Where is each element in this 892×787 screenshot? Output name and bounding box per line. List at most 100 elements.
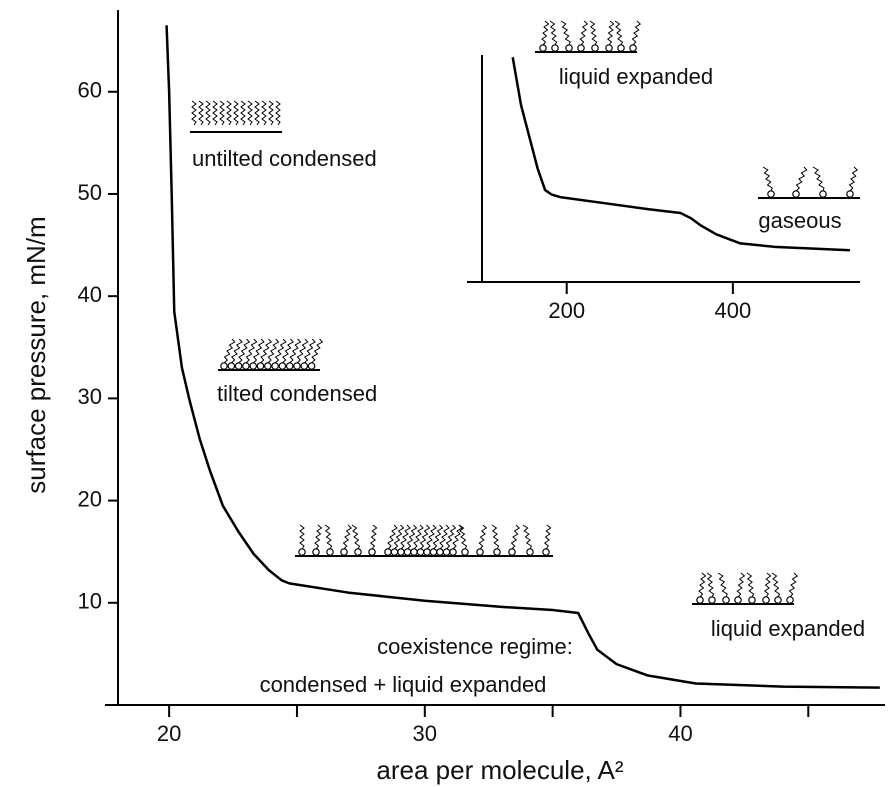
lipid-head — [551, 44, 559, 52]
lipid-head — [442, 548, 451, 556]
lipid-tail — [223, 338, 236, 364]
lipid-tail — [543, 524, 552, 550]
lipid-head — [539, 44, 547, 52]
y-tick-label: 50 — [78, 180, 102, 205]
lipid-head — [298, 548, 306, 556]
lipid-head — [293, 362, 301, 370]
y-tick-label: 20 — [78, 486, 102, 511]
lipid-tail — [848, 166, 859, 192]
lipid-tail — [254, 100, 260, 126]
lipid-tail — [510, 524, 521, 550]
lipid-head — [696, 596, 704, 604]
lipid-tail — [706, 572, 715, 598]
lipid-head — [326, 548, 334, 556]
lipid-head — [403, 548, 412, 556]
lipid-head — [271, 362, 279, 370]
lipid-head — [734, 596, 742, 604]
lipid-tail — [191, 100, 197, 126]
annotation: coexistence regime: — [377, 634, 573, 659]
lipid-tail — [413, 524, 424, 550]
lipid-head — [748, 596, 756, 604]
lipid-tail — [445, 524, 457, 550]
lipid-tail — [788, 572, 799, 598]
lipid-tail — [230, 338, 243, 364]
lipid-tail — [247, 100, 253, 126]
x-tick-label: 20 — [157, 721, 181, 746]
annotation: gaseous — [758, 208, 841, 233]
lipid-tail — [614, 20, 624, 46]
lipid-tail — [579, 20, 589, 46]
y-tick-label: 60 — [78, 78, 102, 103]
y-tick-label: 40 — [78, 282, 102, 307]
lipid-tail — [296, 338, 309, 364]
lipid-tail — [631, 20, 642, 46]
lipid-tail — [252, 338, 265, 364]
lipid-head — [722, 596, 730, 604]
lipid-head — [410, 548, 418, 556]
lipid-head — [256, 362, 265, 370]
lipid-head — [249, 362, 258, 370]
y-tick-label: 10 — [78, 589, 102, 614]
lipid-tail — [400, 524, 411, 550]
lipid-tail — [763, 572, 772, 598]
lipid-head — [792, 190, 800, 198]
lipid-tail — [795, 166, 808, 192]
lipid-head — [234, 362, 243, 370]
lipid-tail — [549, 20, 558, 46]
lipid-tail — [812, 166, 825, 192]
lipid-tail — [268, 100, 274, 126]
x-tick-label: 40 — [668, 721, 692, 746]
lipid-head — [263, 362, 272, 370]
lipid-tail — [314, 524, 323, 550]
lipid-tail — [245, 338, 258, 364]
lipid-tail — [736, 572, 746, 598]
lipid-tail — [260, 338, 273, 364]
lipid-tail — [698, 572, 707, 598]
annotation: untilted condensed — [192, 146, 377, 171]
lipid-tail — [351, 524, 361, 550]
lipid-tail — [267, 338, 280, 364]
lipid-head — [508, 548, 516, 556]
lipid-head — [767, 190, 775, 198]
lipid-tail — [311, 338, 324, 364]
lipid-head — [493, 548, 501, 556]
lipid-tail — [238, 338, 251, 364]
lipid-head — [476, 548, 484, 556]
lipid-head — [436, 548, 444, 556]
lipid-tail — [275, 100, 281, 126]
lipid-head — [423, 548, 431, 556]
lipid-tail — [717, 572, 728, 598]
lipid-tail — [541, 20, 550, 46]
lipid-head — [629, 44, 637, 52]
x-axis-label: area per molecule, A² — [376, 755, 623, 785]
lipid-head — [340, 548, 348, 556]
lipid-head — [390, 548, 399, 556]
lipid-head — [774, 596, 782, 604]
lipid-tail — [426, 524, 437, 550]
lipid-tail — [762, 166, 773, 192]
isotherm-line — [165, 25, 880, 689]
annotation: tilted condensed — [217, 381, 377, 406]
lipid-tail — [387, 524, 398, 550]
lipid-head — [354, 548, 362, 556]
lipid-head — [220, 362, 228, 370]
lipid-head — [300, 362, 309, 370]
lipid-head — [526, 548, 534, 556]
lipid-tail — [303, 338, 316, 364]
lipid-head — [461, 548, 469, 556]
lipid-head — [278, 362, 287, 370]
lipid-head — [708, 596, 716, 604]
lipid-tail — [240, 100, 246, 126]
lipid-head — [591, 44, 599, 52]
lipid-tail — [746, 572, 755, 598]
annotation: liquid expanded — [711, 616, 865, 641]
lipid-tail — [282, 338, 294, 364]
lipid-head — [397, 548, 405, 556]
lipid-head — [617, 44, 625, 52]
lipid-tail — [261, 100, 267, 126]
lipid-head — [307, 362, 316, 370]
lipid-tail — [522, 524, 533, 550]
lipid-head — [846, 190, 854, 198]
lipid-head — [542, 548, 550, 556]
lipid-head — [368, 548, 376, 556]
